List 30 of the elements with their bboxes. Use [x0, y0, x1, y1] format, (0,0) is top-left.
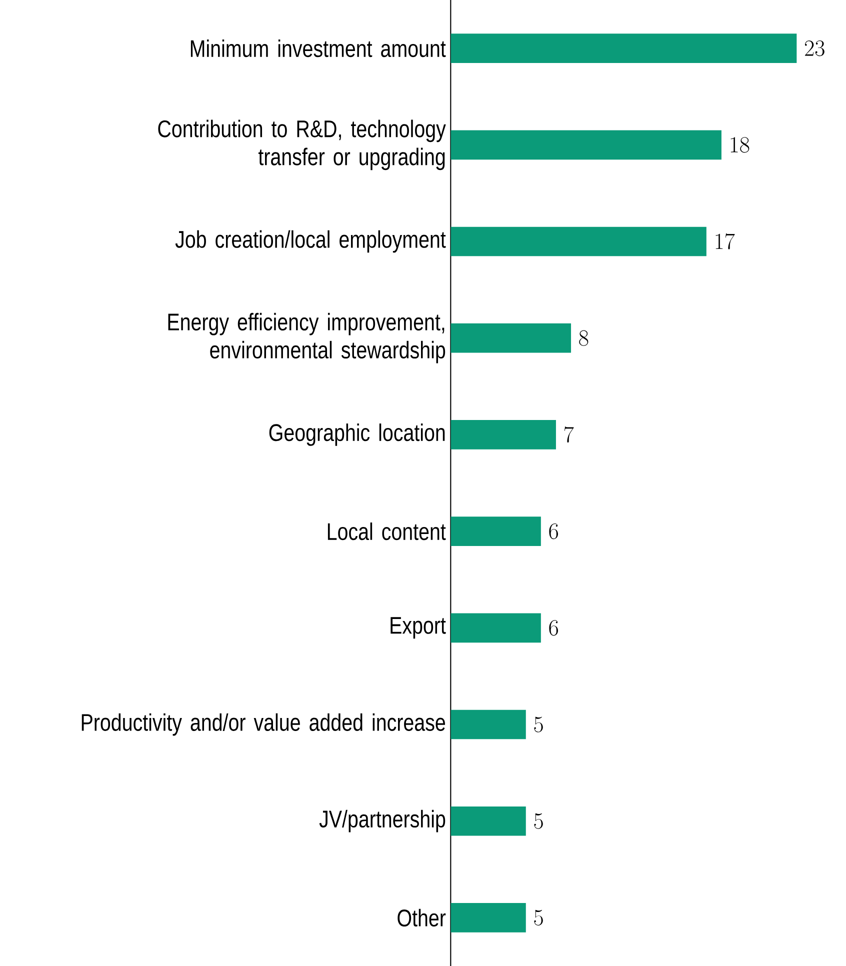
data-label: 5 [534, 813, 543, 829]
data-label: 7 [564, 426, 574, 443]
y-tick-label: Local content [328, 522, 446, 540]
data-label: 5 [534, 910, 543, 926]
bar [450, 613, 541, 643]
data-label: 18 [730, 137, 750, 153]
y-tick-label: Energy efficiency improvement, environmental stewardship [168, 312, 446, 364]
bar [450, 420, 556, 450]
data-label: 8 [579, 330, 588, 346]
y-tick-label: Geographic location [269, 424, 445, 446]
bar [450, 323, 572, 353]
y-tick-label: Productivity and/or value added increase [82, 713, 446, 736]
data-label: 6 [549, 620, 558, 636]
bar [450, 34, 797, 63]
bar [450, 226, 706, 256]
y-tick-label: Export [390, 617, 446, 639]
y-tick-label: Minimum investment amount [190, 39, 446, 58]
bar [450, 806, 526, 836]
y-tick-label: Contribution to R&D, technology transfer or upgrading [158, 120, 446, 170]
y-tick-label: JV/partnership [319, 810, 446, 832]
data-label: 17 [716, 233, 735, 250]
bar [450, 710, 526, 740]
bar [450, 130, 722, 160]
data-label: 6 [549, 524, 558, 540]
data-label: 23 [804, 40, 824, 56]
y-tick-label: Other [398, 908, 446, 927]
data-label: 5 [534, 716, 543, 732]
bar [450, 903, 526, 932]
bar [450, 516, 541, 546]
y-tick-label: Job creation/local employment [175, 230, 446, 253]
